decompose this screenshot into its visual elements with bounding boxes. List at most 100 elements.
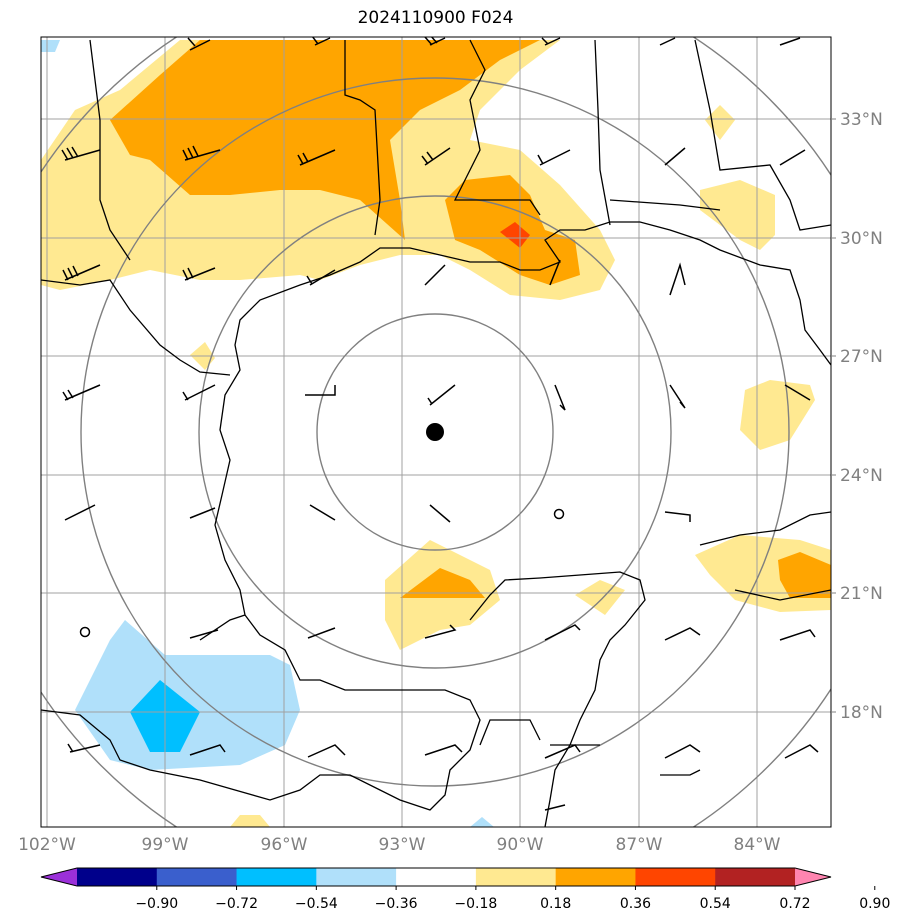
colorbar-cell	[555, 868, 636, 886]
wind-barb	[429, 504, 451, 523]
wind-barb	[182, 145, 221, 161]
wind-barb	[62, 264, 101, 281]
gulf-coast-us	[41, 221, 831, 811]
wind-barb	[189, 629, 219, 639]
colorbar-tick-label: −0.36	[375, 896, 418, 912]
lon-label: 84°W	[734, 835, 781, 855]
colorbar-cell	[715, 868, 796, 886]
contour-fill-neg1	[41, 40, 60, 52]
wind-barb	[784, 384, 811, 401]
wind-barb	[659, 37, 676, 46]
wind-barb	[62, 384, 101, 401]
wind-barb	[664, 744, 701, 759]
wind-barb	[544, 804, 566, 811]
state-border	[344, 40, 381, 236]
wind-barb	[424, 264, 446, 286]
map-title: 2024110900 F024	[357, 8, 514, 28]
lon-label: 93°W	[379, 835, 426, 855]
lat-label: 21°N	[840, 584, 883, 604]
graticule	[41, 37, 831, 827]
state-border	[694, 39, 831, 231]
wind-barb	[421, 147, 451, 166]
wind-barb	[305, 385, 336, 396]
colorbar-cell	[396, 868, 477, 886]
wind-barb	[182, 267, 216, 281]
wind-barb	[67, 743, 101, 753]
state-border	[609, 199, 721, 211]
contour-fill-pos3	[500, 222, 530, 248]
state-border	[199, 614, 246, 641]
wind-barb	[554, 384, 566, 411]
wind-barb	[182, 384, 216, 401]
wind-barbs	[61, 37, 819, 811]
colorbar-cell	[475, 868, 557, 886]
calm-circle	[79, 626, 91, 638]
wind-barb	[307, 744, 346, 758]
wind-barb	[664, 627, 701, 641]
colorbar-outline	[40, 867, 832, 887]
yucatan-coast	[469, 571, 646, 827]
lon-labels: 102°W 99°W 96°W 93°W 90°W 87°W 84°W	[18, 835, 781, 855]
lon-label: 87°W	[616, 835, 663, 855]
lon-label: 90°W	[497, 835, 544, 855]
wind-barb	[541, 37, 561, 46]
colorbar-extend-max	[795, 868, 831, 886]
colorbar-tick-label: 0.54	[700, 896, 731, 912]
map-panel	[41, 37, 831, 827]
contour-fill-pos2	[110, 40, 540, 240]
colorbar-tick-label: 0.36	[620, 896, 651, 912]
contour-fill-pos1	[230, 815, 270, 827]
contour-fill-neg1	[75, 620, 300, 770]
range-ring	[316, 313, 554, 551]
lat-label: 27°N	[840, 347, 883, 367]
wind-barb	[669, 262, 686, 296]
calm-markers	[79, 508, 565, 638]
contour-fill-pos1	[700, 180, 775, 250]
lon-label: 102°W	[18, 835, 76, 855]
calm-circle	[553, 508, 565, 520]
colorbar-tick-label: −0.90	[135, 896, 178, 912]
colorbar-cell	[316, 868, 397, 886]
contour-fill-pos2	[400, 568, 485, 598]
wind-barb	[784, 744, 819, 759]
wind-barb	[664, 147, 686, 166]
lat-label: 30°N	[840, 229, 883, 249]
florida-keys	[660, 769, 701, 776]
colorbar-cell	[236, 868, 317, 886]
lat-label: 24°N	[840, 466, 883, 486]
wind-barb	[424, 744, 463, 756]
colorbar-cell	[635, 868, 716, 886]
colorbar-cell	[77, 868, 158, 886]
colorbar: −0.90 −0.72 −0.54 −0.36 −0.18 0.18 0.36 0.54 0.7…	[40, 867, 890, 912]
mexico-border-us	[41, 279, 231, 376]
wind-barb	[664, 511, 691, 522]
wind-barb	[64, 504, 96, 521]
wind-barb	[537, 149, 571, 166]
wind-barb	[427, 384, 456, 406]
wind-barb	[424, 37, 446, 46]
cuba-south	[734, 589, 831, 601]
wind-barb	[424, 624, 457, 639]
colorbar-tick-label: −0.72	[215, 896, 258, 912]
colorbar-tick-label: −0.54	[295, 896, 338, 912]
wind-barb	[544, 624, 581, 641]
colorbar-extend-min	[41, 868, 77, 886]
lon-label: 99°W	[142, 835, 189, 855]
colorbar-tick-label: 0.90	[859, 896, 890, 912]
wind-barb	[779, 149, 806, 166]
lat-label: 18°N	[840, 703, 883, 723]
wind-barb	[189, 744, 226, 756]
wind-barb	[306, 269, 336, 286]
wind-barb	[549, 259, 561, 286]
coastlines	[41, 39, 831, 827]
wind-barb	[779, 37, 801, 46]
wind-barb	[669, 384, 686, 409]
wind-barb	[61, 146, 101, 161]
wind-barb	[189, 507, 216, 519]
wind-barb	[187, 37, 211, 51]
contour-fill-pos1	[740, 380, 815, 450]
colorbar-cell	[156, 868, 238, 886]
state-border	[594, 39, 611, 226]
range-ring	[198, 195, 672, 669]
